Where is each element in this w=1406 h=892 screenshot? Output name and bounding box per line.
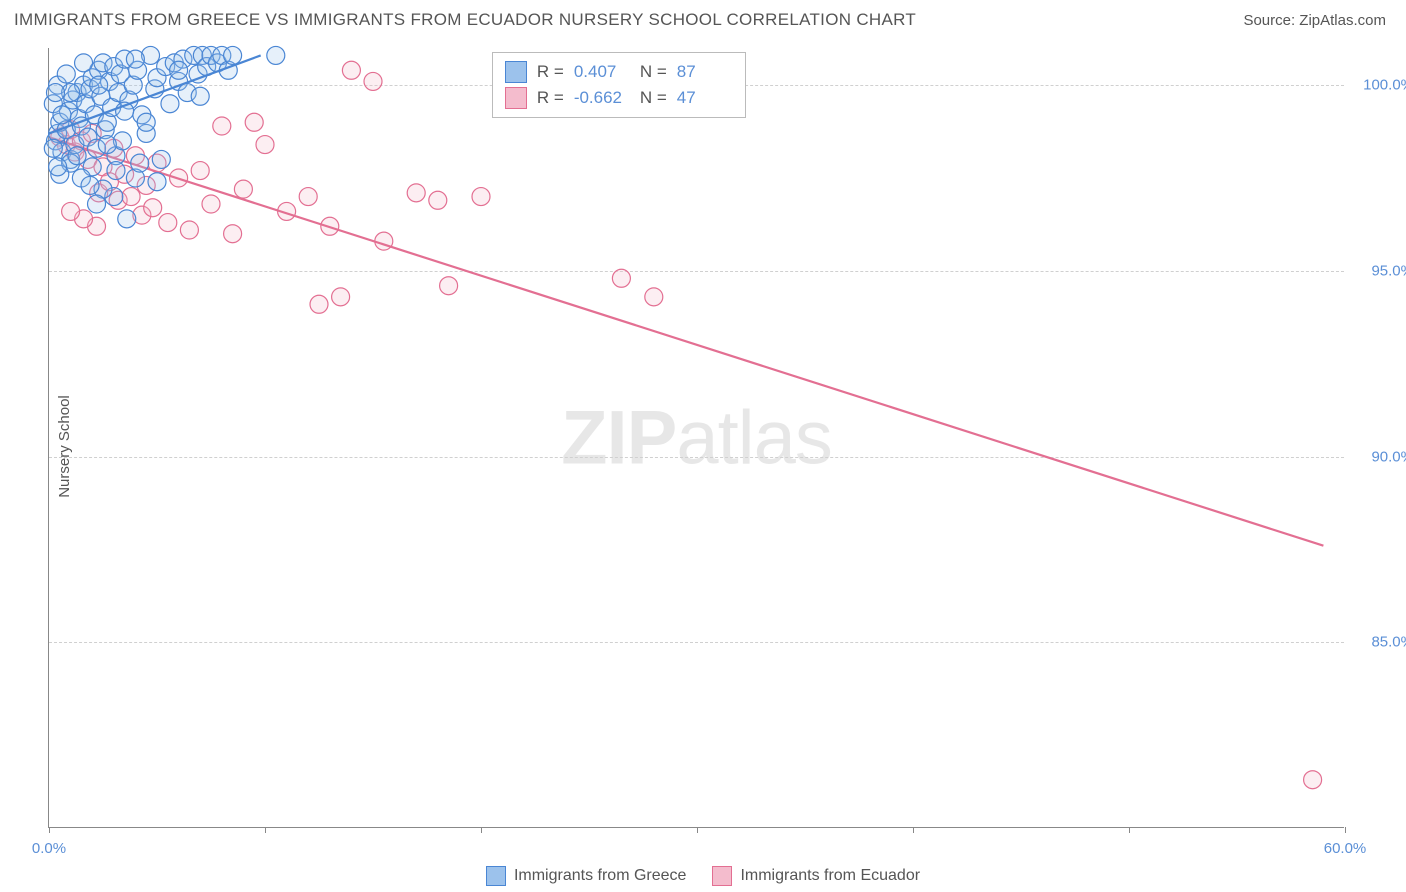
data-point	[49, 158, 67, 176]
source-attribution: Source: ZipAtlas.com	[1243, 12, 1386, 29]
chart-plot-area: Nursery School ZIPatlas 85.0%90.0%95.0%1…	[48, 48, 1344, 828]
data-point	[107, 162, 125, 180]
data-point	[256, 136, 274, 154]
n-value: 87	[677, 62, 733, 82]
data-point	[122, 188, 140, 206]
data-point	[407, 184, 425, 202]
r-label: R =	[537, 88, 564, 108]
data-point	[342, 61, 360, 79]
data-point	[612, 269, 630, 287]
data-point	[429, 191, 447, 209]
stat-row-ecuador: R = -0.662 N = 47	[505, 85, 733, 111]
correlation-legend: R = 0.407 N = 87 R = -0.662 N = 47	[492, 52, 746, 118]
data-point	[118, 210, 136, 228]
data-point	[90, 76, 108, 94]
legend-label: Immigrants from Greece	[514, 867, 686, 885]
data-point	[224, 46, 242, 64]
data-point	[310, 295, 328, 313]
n-value: 47	[677, 88, 733, 108]
data-point	[81, 176, 99, 194]
y-tick-label: 100.0%	[1354, 77, 1406, 94]
data-point	[159, 214, 177, 232]
data-point	[245, 113, 263, 131]
legend-label: Immigrants from Ecuador	[740, 867, 920, 885]
data-point	[191, 162, 209, 180]
data-point	[44, 139, 62, 157]
r-label: R =	[537, 62, 564, 82]
r-value: 0.407	[574, 62, 630, 82]
data-point	[191, 87, 209, 105]
scatter-svg	[49, 48, 1344, 827]
stat-row-greece: R = 0.407 N = 87	[505, 59, 733, 85]
trend-line	[49, 137, 1323, 546]
data-point	[170, 61, 188, 79]
data-point	[144, 199, 162, 217]
data-point	[88, 195, 106, 213]
x-tick-label: 0.0%	[32, 840, 66, 857]
chart-title: IMMIGRANTS FROM GREECE VS IMMIGRANTS FRO…	[14, 10, 916, 30]
data-point	[152, 150, 170, 168]
n-label: N =	[640, 88, 667, 108]
y-tick-label: 85.0%	[1354, 634, 1406, 651]
y-tick-label: 95.0%	[1354, 262, 1406, 279]
data-point	[332, 288, 350, 306]
data-point	[180, 221, 198, 239]
r-value: -0.662	[574, 88, 630, 108]
data-point	[213, 117, 231, 135]
data-point	[472, 188, 490, 206]
y-tick-label: 90.0%	[1354, 448, 1406, 465]
data-point	[161, 95, 179, 113]
legend-swatch-icon	[486, 866, 506, 886]
data-point	[131, 154, 149, 172]
n-label: N =	[640, 62, 667, 82]
data-point	[148, 173, 166, 191]
legend-item-greece: Immigrants from Greece	[486, 866, 686, 886]
legend-swatch-icon	[712, 866, 732, 886]
legend-item-ecuador: Immigrants from Ecuador	[712, 866, 920, 886]
data-point	[46, 84, 64, 102]
data-point	[645, 288, 663, 306]
data-point	[364, 72, 382, 90]
bottom-legend: Immigrants from Greece Immigrants from E…	[0, 866, 1406, 886]
data-point	[299, 188, 317, 206]
data-point	[126, 50, 144, 68]
data-point	[202, 195, 220, 213]
data-point	[224, 225, 242, 243]
x-tick-label: 60.0%	[1324, 840, 1367, 857]
data-point	[267, 46, 285, 64]
data-point	[53, 106, 71, 124]
data-point	[68, 147, 86, 165]
data-point	[234, 180, 252, 198]
data-point	[137, 113, 155, 131]
data-point	[62, 202, 80, 220]
stat-swatch-icon	[505, 87, 527, 109]
data-point	[440, 277, 458, 295]
stat-swatch-icon	[505, 61, 527, 83]
data-point	[1304, 771, 1322, 789]
data-point	[98, 136, 116, 154]
data-point	[57, 65, 75, 83]
data-point	[75, 54, 93, 72]
